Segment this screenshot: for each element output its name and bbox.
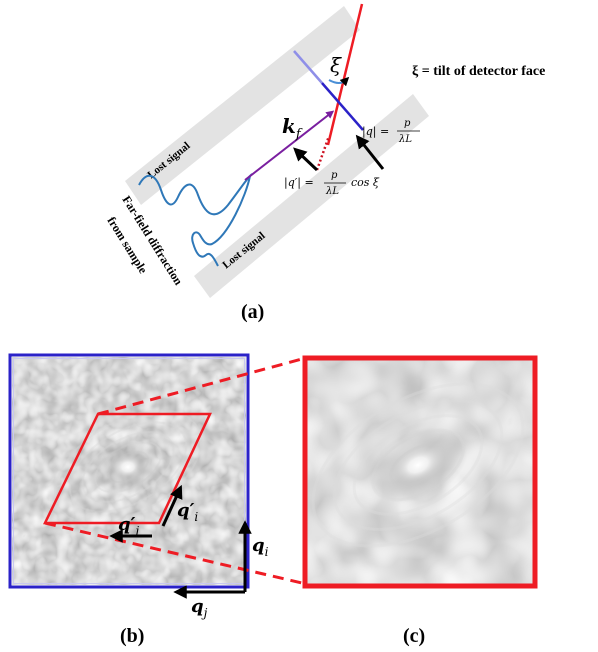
caption-c: (c): [403, 625, 425, 647]
blue-frame-inner: [13, 358, 245, 584]
panel-c: (c): [302, 355, 538, 647]
qi-prime-arrow: [161, 484, 183, 527]
qi-axis-label: qi: [252, 535, 269, 559]
q-fraction-numerator: p: [404, 118, 411, 129]
lost-signal-band-lower: [194, 94, 429, 298]
qprime-vector: [293, 147, 319, 172]
central-peak-c: [368, 427, 468, 503]
blue-frame-outer: [8, 353, 250, 589]
kf-vector: [244, 110, 335, 181]
q-fraction-denominator: λL: [398, 134, 412, 145]
detector-face: [326, 3, 364, 146]
central-peak-b: [94, 441, 162, 493]
red-frame: [302, 355, 538, 589]
q-magnitude-lhs: |q| =: [362, 125, 389, 139]
tilt-definition: ξ = tilt of detector face: [412, 64, 545, 79]
xi-angle-arc: [328, 76, 350, 87]
qi-prime-label: q′i: [177, 500, 198, 524]
untilted-detector-line: [321, 82, 364, 131]
caption-b: (b): [120, 625, 144, 647]
lost-signal-band-upper: [125, 6, 360, 205]
diffraction-pattern-b: [12, 357, 246, 585]
panel-a: Lost signal Lost signal Far-field diffra…: [104, 3, 545, 323]
xi-symbol: ξ: [330, 53, 342, 77]
kf-label: kf: [282, 114, 303, 142]
qprime-fraction-denominator: λL: [325, 186, 339, 197]
tilted-frame-parallelogram: [43, 412, 212, 525]
qprime-fraction-numerator: p: [331, 170, 338, 181]
q-magnitude-formula: |q| = p λL: [362, 118, 420, 145]
caption-a: (a): [241, 301, 264, 323]
zoom-line-bottom: [44, 521, 303, 585]
q-vector: [355, 134, 385, 170]
qj-axis-label: qj: [191, 596, 208, 620]
qprime-dotted-segment: [315, 135, 331, 171]
untilted-detector-line-light: [293, 50, 323, 84]
diffraction-pattern-c: [307, 360, 533, 584]
qj-prime-label: q′j: [118, 514, 139, 538]
qprime-cos-term: cos ξ: [351, 176, 380, 189]
panel-b: q′j q′i qi qj (b): [8, 353, 303, 647]
qprime-magnitude-lhs: |q′| =: [284, 176, 314, 190]
qprime-magnitude-formula: |q′| = p λL cos ξ: [284, 170, 380, 197]
